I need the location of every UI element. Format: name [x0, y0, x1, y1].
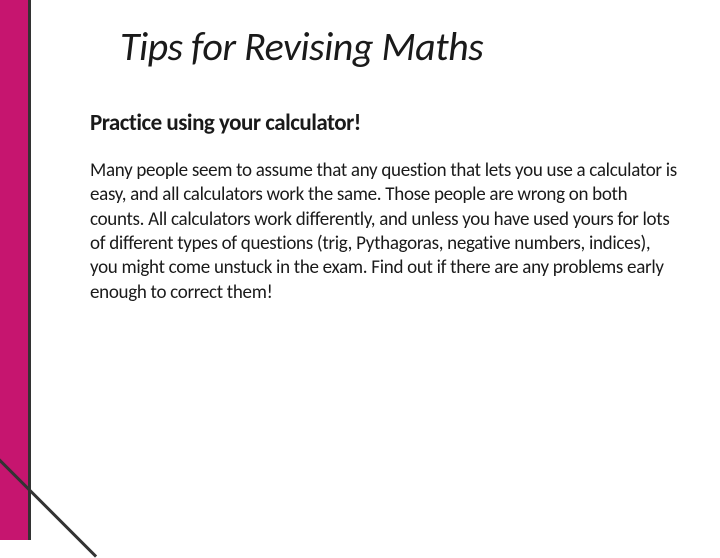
- slide-title: Tips for Revising Maths: [90, 22, 680, 71]
- slide-body: Many people seem to assume that any ques…: [90, 159, 680, 305]
- slide-content: Tips for Revising Maths Practice using y…: [90, 22, 680, 305]
- accent-sidebar: [0, 0, 28, 540]
- slide-subheading: Practice using your calculator!: [90, 109, 680, 137]
- accent-sidebar-edge: [28, 0, 31, 540]
